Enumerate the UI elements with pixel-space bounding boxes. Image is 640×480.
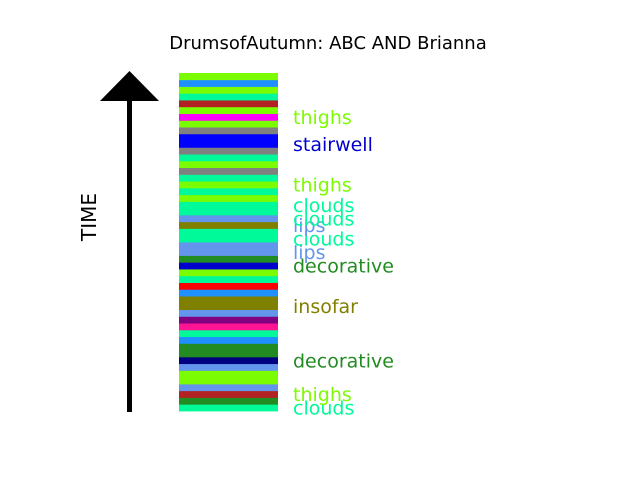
bar-segment bbox=[179, 174, 278, 182]
bar-segment bbox=[179, 113, 278, 121]
bar-segment bbox=[179, 390, 278, 398]
stacked-bar bbox=[179, 73, 278, 412]
time-arrow-head bbox=[100, 71, 159, 101]
segment-labels: cloudsthighsdecorativeinsofardecorativel… bbox=[293, 107, 394, 420]
segment-label: lips bbox=[293, 242, 326, 264]
bar-segment bbox=[179, 221, 278, 229]
bar-segment bbox=[179, 269, 278, 277]
bar-segment bbox=[179, 262, 278, 270]
bar-segment bbox=[179, 201, 278, 209]
segment-label: lips bbox=[293, 215, 326, 237]
time-axis-label: TIME bbox=[77, 193, 101, 242]
bar-segment bbox=[179, 377, 278, 385]
bar-segment bbox=[179, 356, 278, 365]
bar-segment bbox=[179, 228, 278, 236]
bar-segment bbox=[179, 73, 278, 81]
bar-segment bbox=[179, 208, 278, 216]
chart-title: DrumsofAutumn: ABC AND Brianna bbox=[169, 33, 486, 54]
bar-segment bbox=[179, 316, 278, 324]
bar-segment bbox=[179, 194, 278, 202]
bar-segment bbox=[179, 383, 278, 392]
bar-segment bbox=[179, 127, 278, 135]
segment-label: thighs bbox=[293, 175, 352, 197]
bar-segment bbox=[179, 79, 278, 87]
bar-segment bbox=[179, 397, 278, 405]
bar-segment bbox=[179, 93, 278, 101]
bar-segment bbox=[179, 370, 278, 378]
bar-segment bbox=[179, 323, 278, 331]
segment-label: thighs bbox=[293, 384, 352, 406]
bar-segment bbox=[179, 275, 278, 283]
bar-segment bbox=[179, 404, 278, 412]
bar-segment bbox=[179, 214, 278, 223]
bar-segment bbox=[179, 329, 278, 338]
bar-segment bbox=[179, 235, 278, 243]
segment-label: insofar bbox=[293, 296, 358, 318]
bar-segment bbox=[179, 282, 278, 290]
bar-segment bbox=[179, 140, 278, 148]
bar-segment bbox=[179, 309, 278, 317]
bar-segment bbox=[179, 133, 278, 141]
bar-segment bbox=[179, 248, 278, 256]
bar-segment bbox=[179, 147, 278, 155]
segment-label: clouds bbox=[293, 398, 354, 420]
bar-segment bbox=[179, 242, 278, 250]
bar-segment bbox=[179, 86, 278, 94]
segment-label: decorative bbox=[293, 256, 394, 278]
segment-label: clouds bbox=[293, 229, 354, 251]
segment-label: stairwell bbox=[293, 134, 373, 156]
bar-segment bbox=[179, 289, 278, 297]
bar-segment bbox=[179, 296, 278, 304]
bar-segment bbox=[179, 363, 278, 371]
bar-segment bbox=[179, 120, 278, 128]
segment-label: clouds bbox=[293, 195, 354, 217]
segment-label: decorative bbox=[293, 350, 394, 372]
bar-segment bbox=[179, 187, 278, 196]
bar-segment bbox=[179, 106, 278, 114]
bar-segment bbox=[179, 255, 278, 263]
bar-segment bbox=[179, 100, 278, 108]
bar-segment bbox=[179, 181, 278, 189]
bar-segment bbox=[179, 336, 278, 344]
bar-segment bbox=[179, 350, 278, 358]
bar-segment bbox=[179, 160, 278, 169]
bar-segment bbox=[179, 167, 278, 175]
bar-segment bbox=[179, 343, 278, 351]
bar-segment bbox=[179, 154, 278, 162]
bar-segment bbox=[179, 302, 278, 310]
segment-label: thighs bbox=[293, 107, 352, 129]
segment-label: clouds bbox=[293, 208, 354, 230]
